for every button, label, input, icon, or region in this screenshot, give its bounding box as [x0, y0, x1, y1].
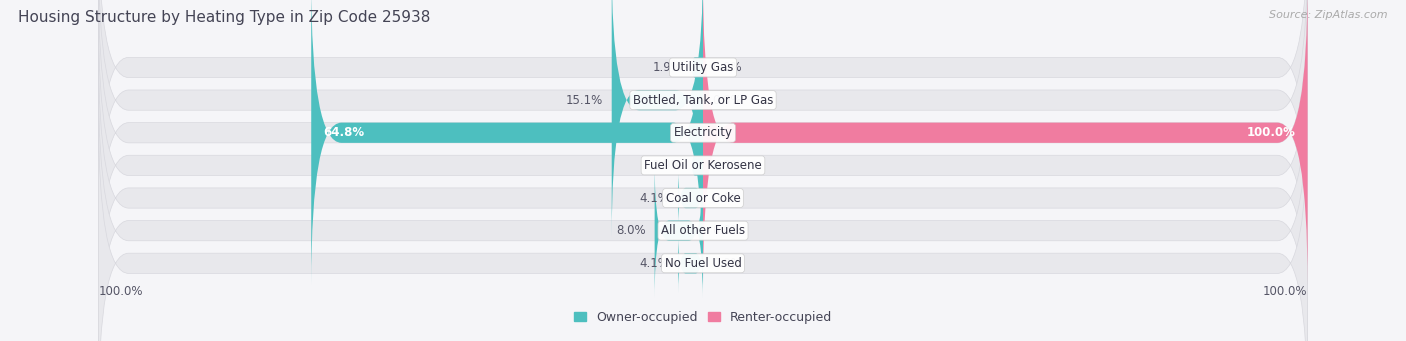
FancyBboxPatch shape: [98, 12, 1308, 318]
Text: 100.0%: 100.0%: [1247, 126, 1295, 139]
Text: Bottled, Tank, or LP Gas: Bottled, Tank, or LP Gas: [633, 94, 773, 107]
Text: All other Fuels: All other Fuels: [661, 224, 745, 237]
FancyBboxPatch shape: [98, 0, 1308, 221]
FancyBboxPatch shape: [98, 78, 1308, 341]
FancyBboxPatch shape: [612, 0, 703, 238]
Text: 0.0%: 0.0%: [711, 257, 742, 270]
Text: 15.1%: 15.1%: [565, 94, 603, 107]
FancyBboxPatch shape: [98, 0, 1308, 253]
FancyBboxPatch shape: [98, 45, 1308, 341]
FancyBboxPatch shape: [678, 168, 703, 228]
Text: 0.0%: 0.0%: [711, 192, 742, 205]
FancyBboxPatch shape: [98, 110, 1308, 341]
FancyBboxPatch shape: [692, 155, 703, 176]
Text: 8.0%: 8.0%: [616, 224, 645, 237]
FancyBboxPatch shape: [703, 0, 1308, 286]
Text: No Fuel Used: No Fuel Used: [665, 257, 741, 270]
Text: 1.9%: 1.9%: [652, 61, 682, 74]
Text: Housing Structure by Heating Type in Zip Code 25938: Housing Structure by Heating Type in Zip…: [18, 10, 430, 25]
Text: Electricity: Electricity: [673, 126, 733, 139]
Text: Fuel Oil or Kerosene: Fuel Oil or Kerosene: [644, 159, 762, 172]
Text: 100.0%: 100.0%: [1263, 284, 1308, 297]
Text: Source: ZipAtlas.com: Source: ZipAtlas.com: [1270, 10, 1388, 20]
Text: 0.0%: 0.0%: [711, 94, 742, 107]
FancyBboxPatch shape: [311, 0, 703, 286]
FancyBboxPatch shape: [655, 162, 703, 299]
Text: Coal or Coke: Coal or Coke: [665, 192, 741, 205]
Text: Utility Gas: Utility Gas: [672, 61, 734, 74]
Legend: Owner-occupied, Renter-occupied: Owner-occupied, Renter-occupied: [574, 311, 832, 324]
Text: 64.8%: 64.8%: [323, 126, 364, 139]
Text: 100.0%: 100.0%: [98, 284, 143, 297]
Text: 4.1%: 4.1%: [640, 192, 669, 205]
Text: 0.0%: 0.0%: [711, 61, 742, 74]
Text: 1.9%: 1.9%: [652, 159, 682, 172]
FancyBboxPatch shape: [98, 0, 1308, 286]
FancyBboxPatch shape: [678, 233, 703, 293]
Text: 0.0%: 0.0%: [711, 224, 742, 237]
Text: 0.0%: 0.0%: [711, 159, 742, 172]
Text: 4.1%: 4.1%: [640, 257, 669, 270]
FancyBboxPatch shape: [692, 57, 703, 78]
